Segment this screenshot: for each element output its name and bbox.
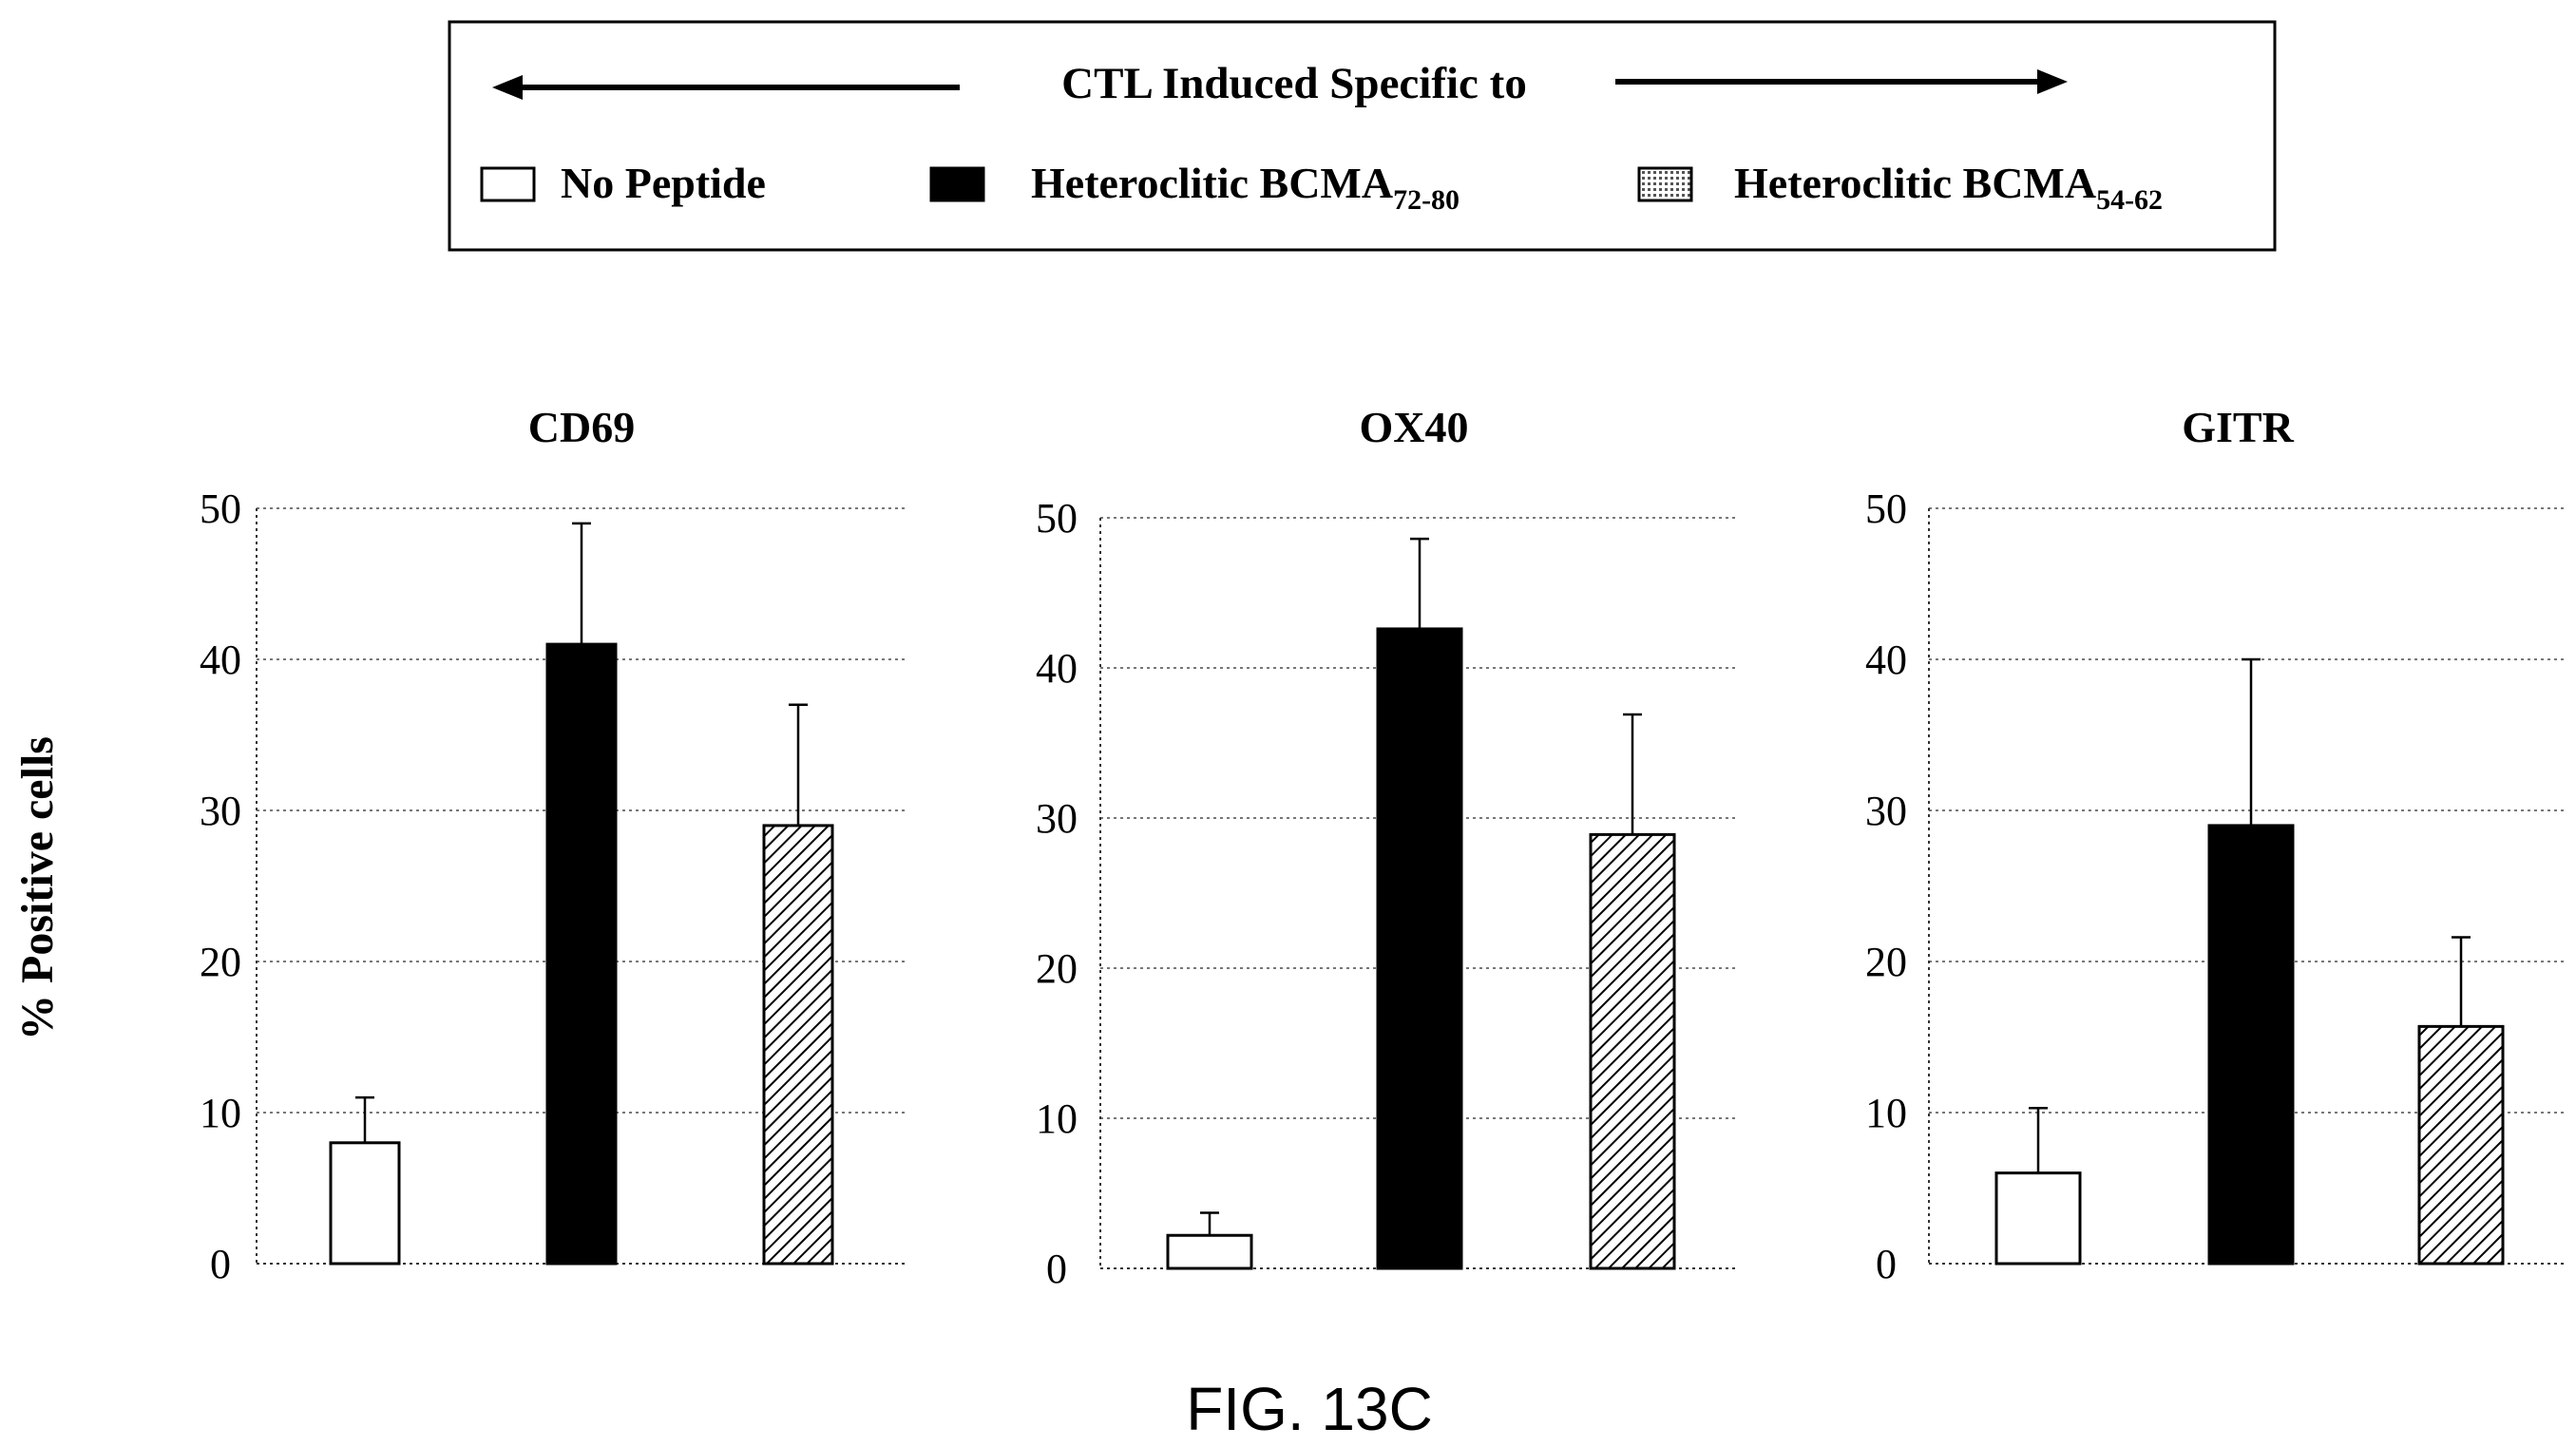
legend-heading: CTL Induced Specific to <box>1061 59 1527 108</box>
chart-title: GITR <box>2182 403 2294 451</box>
legend-item-no-peptide: No Peptide <box>480 159 766 207</box>
bar <box>1166 1233 1253 1270</box>
chart-panel-cd69: CD69 0 10 20 30 40 50 <box>200 403 907 1287</box>
y-tick-label: 50 <box>1865 486 1907 532</box>
legend-label: No Peptide <box>561 159 766 207</box>
bar <box>1589 832 1676 1270</box>
right-arrow-icon <box>1615 69 2068 94</box>
y-tick-label: 50 <box>200 486 241 532</box>
y-tick-label: 0 <box>1046 1246 1067 1292</box>
legend-label-subscript: 72-80 <box>1393 184 1460 216</box>
bar <box>329 1141 401 1266</box>
bar <box>1994 1171 2082 1266</box>
bar <box>762 824 834 1266</box>
y-tick-label: 20 <box>200 939 241 985</box>
y-tick-label: 30 <box>1865 788 1907 834</box>
legend-label-subscript: 54-62 <box>2096 184 2163 216</box>
chart-panel-ox40: OX40 0 10 20 30 40 50 <box>1036 403 1739 1292</box>
y-tick-label: 30 <box>1036 795 1078 842</box>
legend-frame <box>448 20 2277 252</box>
bar <box>1376 627 1463 1270</box>
y-tick-label: 30 <box>200 788 241 834</box>
y-tick-label: 0 <box>210 1241 231 1287</box>
y-tick-label: 10 <box>200 1090 241 1136</box>
legend-swatch-white <box>480 166 536 202</box>
y-tick-label: 50 <box>1036 495 1078 542</box>
chart-title: CD69 <box>528 403 635 451</box>
y-tick-label: 0 <box>1876 1241 1897 1287</box>
legend-item-bcma-54-62: Heteroclitic BCMA54-62 <box>1637 159 2163 216</box>
y-tick-label: 20 <box>1036 945 1078 992</box>
y-tick-label: 20 <box>1865 939 1907 985</box>
y-tick-label: 10 <box>1865 1090 1907 1136</box>
legend-swatch-dots <box>1637 166 1693 202</box>
y-axis-label: % Positive cells <box>12 736 63 1040</box>
figure-caption: FIG. 13C <box>1186 1375 1433 1443</box>
chart-panel-gitr: GITR 0 10 20 30 40 50 <box>1865 403 2566 1287</box>
legend-label: Heteroclitic BCMA54-62 <box>1734 159 2163 216</box>
left-arrow-icon <box>492 75 960 100</box>
legend-label-main: Heteroclitic BCMA <box>1734 159 2096 207</box>
legend-item-bcma-72-80: Heteroclitic BCMA72-80 <box>929 159 1460 216</box>
chart-title: OX40 <box>1360 403 1469 451</box>
y-tick-label: 10 <box>1036 1095 1078 1142</box>
legend-label: Heteroclitic BCMA72-80 <box>1031 159 1460 216</box>
y-tick-label: 40 <box>1036 645 1078 692</box>
bar <box>545 642 618 1266</box>
legend: CTL Induced Specific to No Peptide Heter… <box>448 20 2277 252</box>
y-tick-label: 40 <box>200 637 241 683</box>
bar <box>2207 824 2295 1266</box>
legend-label-main: Heteroclitic BCMA <box>1031 159 1393 207</box>
legend-swatch-black <box>929 166 985 202</box>
chart-panels: CD69 0 10 20 30 40 50 OX40 0 10 20 30 40 50 GITR 0 10 20 3… <box>200 403 2566 1292</box>
y-tick-label: 40 <box>1865 637 1907 683</box>
bar <box>2417 1024 2505 1266</box>
